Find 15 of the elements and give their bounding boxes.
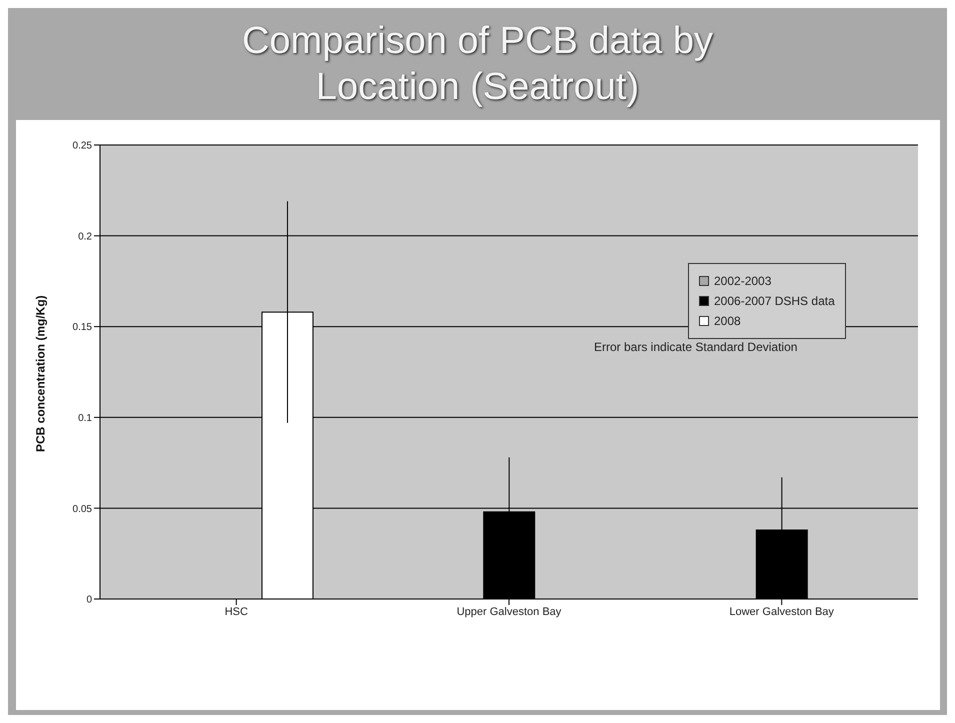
chart-title: Comparison of PCB data by Location (Seatrout) xyxy=(240,19,714,110)
x-tick-label: Upper Galveston Bay xyxy=(456,606,562,618)
y-tick-label: 0.05 xyxy=(72,504,92,515)
y-axis-title: PCB concentration (mg/Kg) xyxy=(33,295,48,452)
legend-label: 2002-2003 xyxy=(714,274,772,288)
y-tick-label: 0 xyxy=(86,594,92,606)
y-tick-label: 0.2 xyxy=(78,231,92,242)
x-tick-label: HSC xyxy=(224,606,248,618)
y-tick-label: 0.25 xyxy=(72,140,92,152)
x-tick-label: Lower Galveston Bay xyxy=(729,606,834,618)
y-tick-label: 0.1 xyxy=(78,412,92,424)
legend-label: 2006-2007 DSHS data xyxy=(714,294,835,308)
annotation: Error bars indicate Standard Deviation xyxy=(594,340,798,354)
y-tick-label: 0.15 xyxy=(72,322,92,334)
legend-label: 2008 xyxy=(714,314,741,328)
